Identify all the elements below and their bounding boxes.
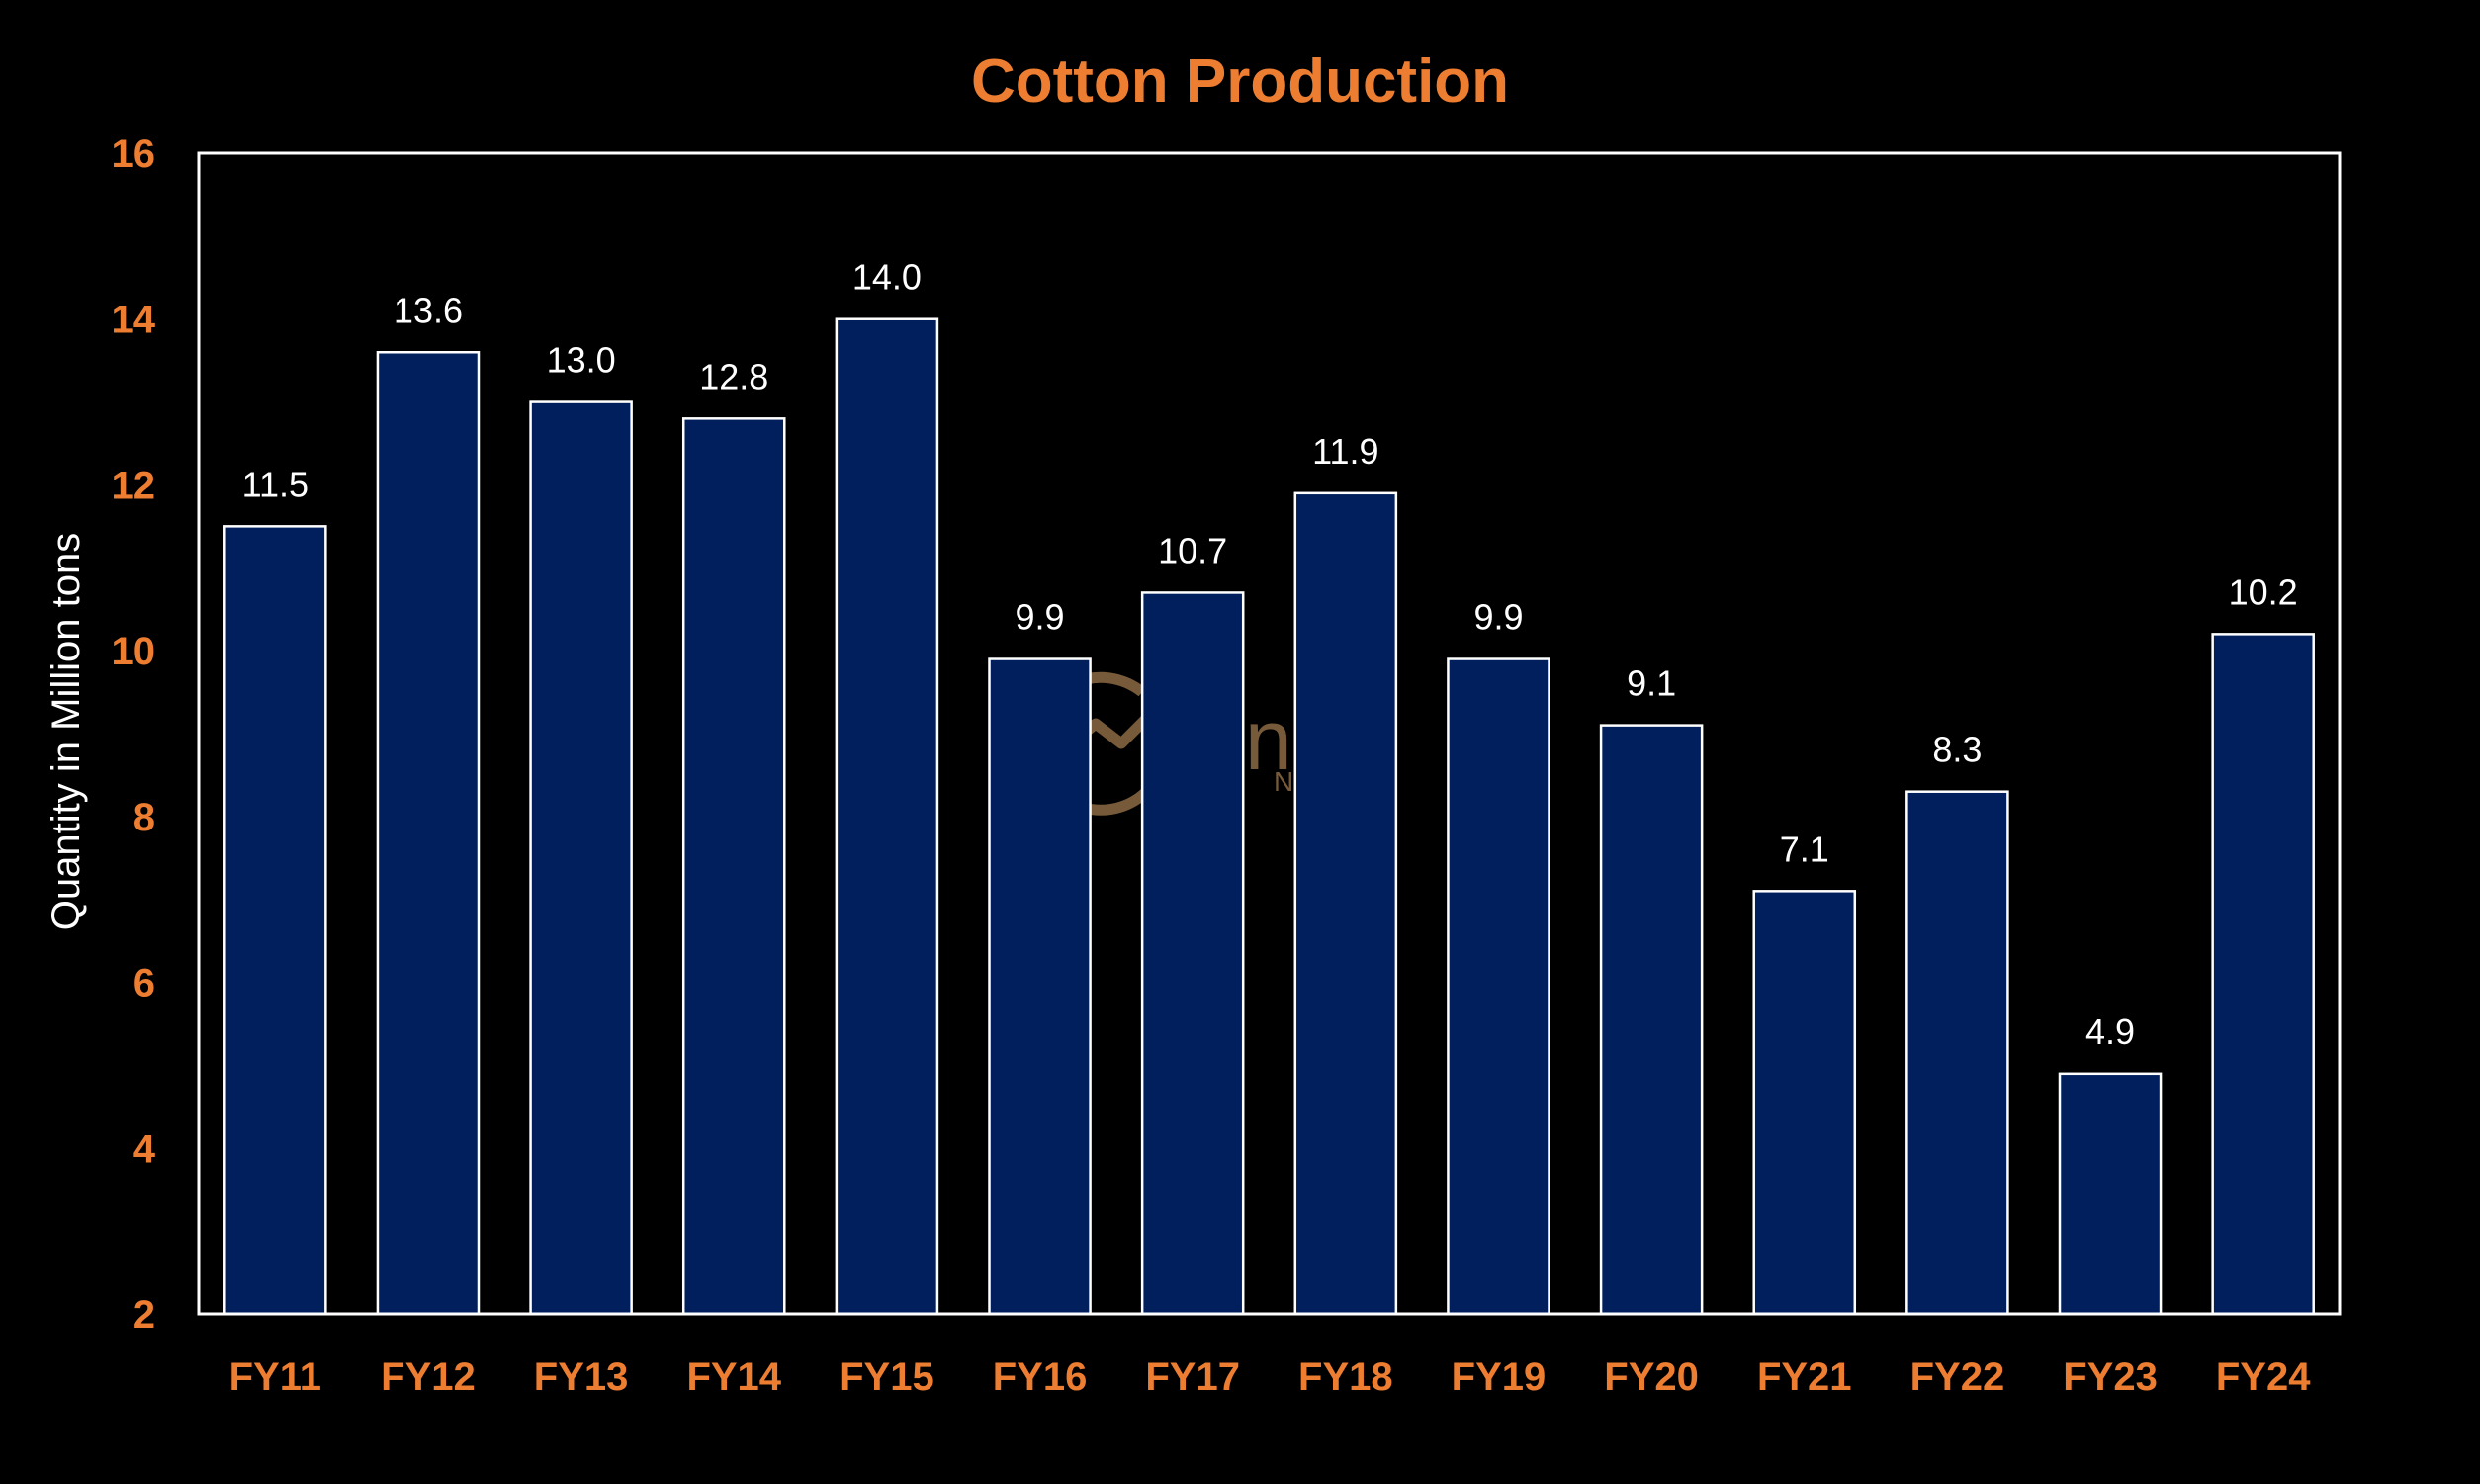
plot-area-frame	[197, 151, 2342, 1316]
y-tick-label: 12	[112, 464, 156, 507]
data-label: 9.9	[1473, 597, 1523, 638]
y-tick-label: 2	[133, 1293, 155, 1337]
data-label: 13.0	[547, 340, 616, 381]
data-label: 4.9	[2085, 1011, 2135, 1052]
bars-group	[223, 317, 2315, 1316]
y-tick-label: 14	[112, 299, 156, 342]
y-tick-label: 6	[133, 962, 155, 1005]
x-tick-label: FY21	[1757, 1355, 1852, 1399]
data-label: 12.8	[699, 356, 768, 396]
data-label: 9.9	[1016, 597, 1065, 638]
x-tick-label: FY13	[534, 1355, 629, 1399]
x-axis-ticks: FY11 FY12 FY13 FY14 FY15 FY16 FY17 FY18 FY19 FY20…	[229, 1355, 2312, 1399]
x-tick-label: FY16	[993, 1355, 1088, 1399]
x-tick-label: FY19	[1452, 1355, 1547, 1399]
bar-fy13	[529, 400, 633, 1316]
bar-fy23	[2058, 1072, 2163, 1316]
data-label: 13.6	[394, 290, 463, 330]
chart-title: Cotton Production	[971, 47, 1509, 116]
x-tick-label: FY24	[2216, 1355, 2311, 1399]
x-tick-label: FY23	[2063, 1355, 2158, 1399]
bar-fy17	[1140, 591, 1245, 1316]
bar-fy16	[988, 657, 1092, 1316]
bar-fy18	[1293, 491, 1398, 1316]
bar-fy21	[1752, 890, 1857, 1316]
bar-fy12	[376, 351, 481, 1316]
y-tick-label: 8	[133, 796, 155, 839]
x-tick-label: FY20	[1604, 1355, 1699, 1399]
x-tick-label: FY17	[1145, 1355, 1240, 1399]
bar-fy20	[1599, 724, 1704, 1316]
y-axis-label: Quantity in Million tons	[44, 533, 88, 930]
y-axis-ticks: 2 4 6 8 10 12 14 16	[112, 132, 156, 1337]
data-label: 8.3	[1932, 730, 1982, 770]
data-label: 9.1	[1627, 663, 1676, 704]
data-label: 10.2	[2229, 571, 2298, 612]
bar-fy22	[1905, 790, 2009, 1316]
x-tick-label: FY22	[1910, 1355, 2005, 1399]
bar-fy24	[2211, 633, 2315, 1316]
bar-fy19	[1447, 657, 1550, 1316]
bar-fy15	[835, 317, 939, 1316]
x-tick-label: FY12	[381, 1355, 476, 1399]
data-labels-group: 11.5 13.6 13.0 12.8 14.0 9.9 10.7 11.9 9.9 9.1 7.1…	[242, 257, 2298, 1052]
data-label: 7.1	[1780, 829, 1829, 869]
data-label: 11.5	[242, 464, 309, 504]
y-tick-label: 10	[112, 630, 156, 673]
data-label: 14.0	[852, 257, 922, 298]
bar-fy11	[223, 525, 327, 1316]
x-tick-label: FY11	[229, 1355, 321, 1399]
data-label: 10.7	[1158, 530, 1227, 570]
y-tick-label: 4	[133, 1127, 156, 1171]
x-tick-label: FY14	[686, 1355, 781, 1399]
y-tick-label: 16	[112, 132, 156, 176]
x-tick-label: FY15	[840, 1355, 934, 1399]
bar-fy14	[681, 417, 786, 1316]
x-tick-label: FY18	[1298, 1355, 1393, 1399]
data-label: 11.9	[1312, 431, 1378, 472]
